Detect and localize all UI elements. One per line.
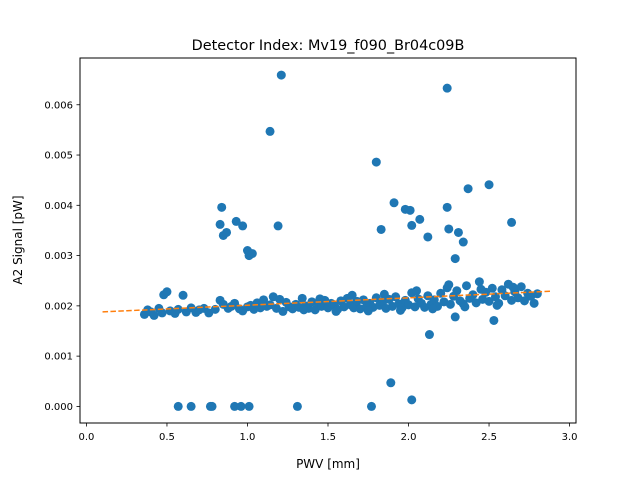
data-point	[265, 126, 275, 136]
data-point	[519, 296, 529, 306]
x-tick-label: 2.0	[401, 432, 417, 443]
data-point	[244, 401, 254, 411]
data-point	[442, 83, 452, 93]
data-point	[215, 219, 225, 229]
y-axis-ticks: 0.000 0.001 0.002 0.003 0.004 0.005 0.006	[44, 100, 80, 413]
y-axis-label: A2 Signal [pW]	[11, 195, 25, 284]
x-tick-label: 1.5	[320, 432, 336, 443]
data-point	[463, 184, 473, 194]
data-point	[157, 308, 167, 318]
data-point	[178, 290, 188, 300]
data-point	[508, 282, 518, 292]
fit-line	[102, 290, 551, 313]
chart-title: Detector Index: Mv19_f090_Br04c09B	[192, 38, 465, 54]
data-point	[442, 202, 452, 212]
y-tick-label: 0.000	[44, 402, 73, 413]
data-point	[395, 305, 405, 315]
data-point	[507, 217, 517, 227]
data-point	[468, 290, 478, 300]
data-point	[492, 300, 502, 310]
data-point	[405, 205, 415, 215]
data-point	[484, 296, 494, 306]
data-point	[292, 401, 302, 411]
data-point	[407, 395, 417, 405]
data-point	[450, 254, 460, 264]
data-point	[236, 401, 246, 411]
x-tick-label: 1.0	[240, 432, 256, 443]
x-axis-ticks: 0.0 0.5 1.0 1.5 2.0 2.5 3.0	[78, 423, 578, 443]
data-point	[445, 299, 455, 309]
data-point	[532, 289, 542, 299]
data-point	[376, 224, 386, 234]
y-tick-label: 0.006	[44, 100, 73, 111]
x-axis-label: PWV [mm]	[296, 457, 360, 471]
data-point	[424, 330, 434, 340]
data-point	[297, 293, 307, 303]
data-point	[276, 70, 286, 80]
y-tick-label: 0.002	[44, 301, 73, 312]
data-point	[407, 220, 417, 230]
x-tick-label: 0.5	[159, 432, 175, 443]
data-point	[173, 304, 183, 314]
x-tick-label: 3.0	[562, 432, 578, 443]
data-point	[371, 157, 381, 167]
y-tick-label: 0.004	[44, 201, 73, 212]
y-tick-label: 0.003	[44, 251, 73, 262]
data-point	[299, 305, 309, 315]
x-tick-label: 0.0	[78, 432, 94, 443]
data-point	[412, 286, 422, 296]
data-point	[452, 286, 462, 296]
data-point	[489, 315, 499, 325]
data-point	[415, 214, 425, 224]
data-point	[461, 281, 471, 291]
data-point	[315, 294, 325, 304]
data-point	[207, 401, 217, 411]
data-point	[484, 180, 494, 190]
data-point	[247, 249, 257, 259]
data-point	[273, 221, 283, 231]
data-point	[458, 237, 468, 247]
data-point	[238, 221, 248, 231]
data-point	[391, 292, 401, 302]
data-point	[444, 280, 454, 290]
data-point	[389, 198, 399, 208]
data-point	[453, 227, 463, 237]
data-point	[217, 202, 227, 212]
y-tick-label: 0.001	[44, 352, 73, 363]
fit-layer	[102, 290, 551, 313]
data-point	[450, 312, 460, 322]
data-point	[186, 401, 196, 411]
data-point	[230, 401, 240, 411]
data-point	[363, 306, 373, 316]
y-tick-label: 0.005	[44, 151, 73, 162]
data-point	[222, 227, 232, 237]
data-point	[444, 224, 454, 234]
data-point	[487, 283, 497, 293]
data-point	[476, 284, 486, 294]
data-point	[423, 291, 433, 301]
data-point	[474, 277, 484, 287]
data-point	[460, 302, 470, 312]
data-point	[331, 306, 341, 316]
data-point	[366, 401, 376, 411]
data-point	[379, 289, 389, 299]
data-point	[386, 378, 396, 388]
data-point	[529, 298, 539, 308]
data-point	[347, 290, 357, 300]
data-point	[149, 310, 159, 320]
data-point	[278, 306, 288, 316]
data-point	[231, 216, 241, 226]
data-point	[423, 232, 433, 242]
data-point	[173, 401, 183, 411]
points-layer	[139, 70, 542, 411]
data-point	[162, 287, 172, 297]
data-point	[428, 304, 438, 314]
x-tick-label: 2.5	[481, 432, 497, 443]
data-point	[516, 282, 526, 292]
